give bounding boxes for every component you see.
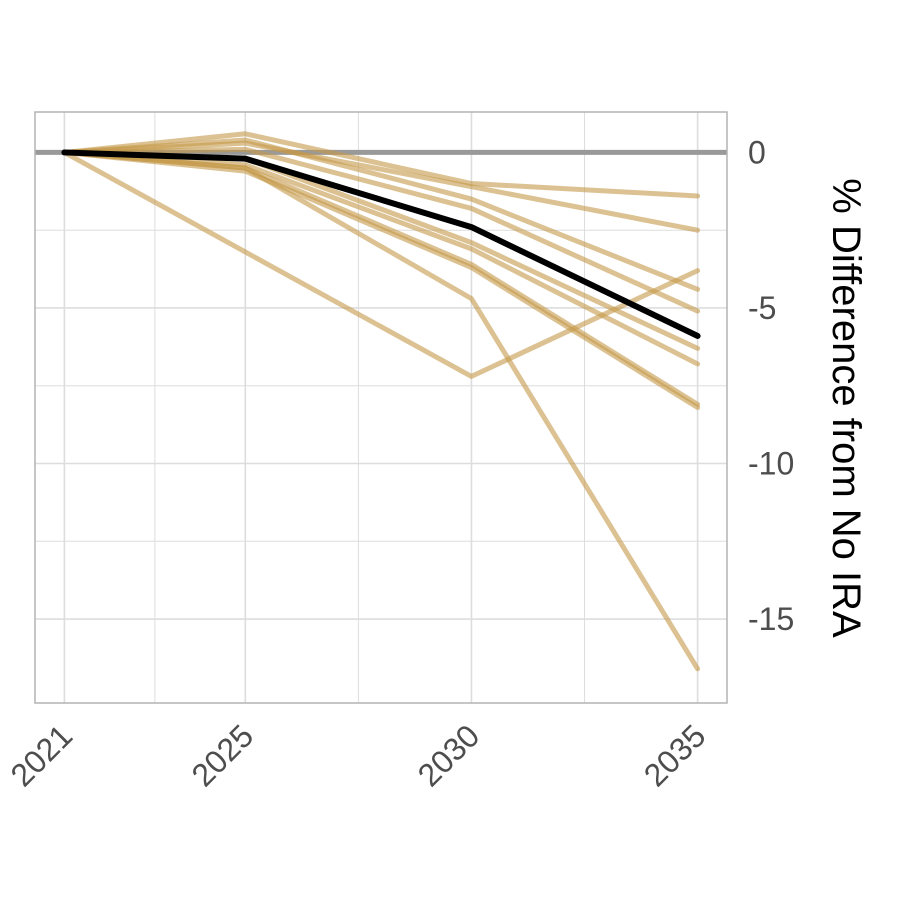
y-tick-labels: 0 -5 -10 -15 xyxy=(748,134,794,637)
series-line-model-4 xyxy=(61,146,701,314)
series-lines xyxy=(61,131,701,672)
series-line-model-3 xyxy=(61,137,701,292)
y-tick-label: -10 xyxy=(748,445,794,481)
series-line-model-1 xyxy=(61,131,701,199)
y-tick-label: -5 xyxy=(748,290,776,326)
series-line-model-9 xyxy=(61,149,701,672)
y-tick-label: -15 xyxy=(748,601,794,637)
series-line-model-10 xyxy=(61,149,701,379)
y-axis-title: % Difference from No IRA xyxy=(824,178,868,638)
plot-panel-border xyxy=(34,111,728,704)
y-tick-label: 0 xyxy=(748,134,766,170)
series-line-average xyxy=(61,149,701,339)
